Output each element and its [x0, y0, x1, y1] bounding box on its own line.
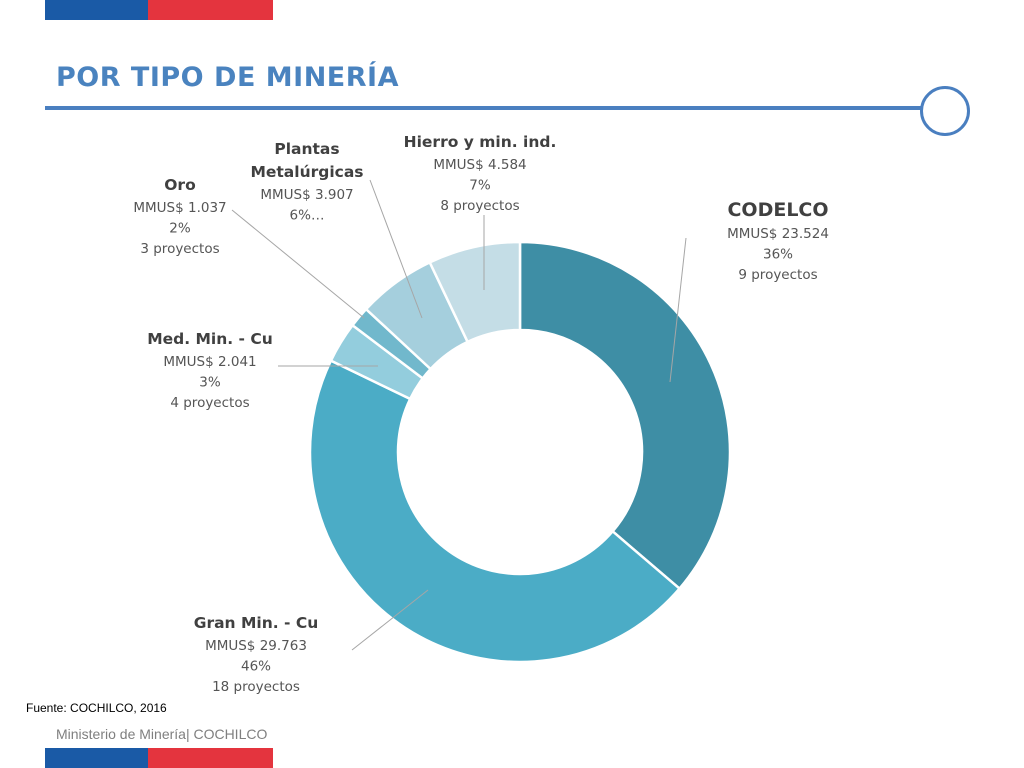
- label-projects-codelco: 9 proyectos: [738, 267, 817, 283]
- page-title: POR TIPO DE MINERÍA: [56, 62, 399, 93]
- label-percent-plantas-metalurgicas: 6%…: [290, 208, 325, 224]
- source-note: Fuente: COCHILCO, 2016: [26, 701, 167, 715]
- leader-oro: [231, 209, 365, 319]
- label-projects-oro: 3 proyectos: [140, 241, 219, 257]
- slice-gran-min-cu: [308, 358, 682, 664]
- slice-hierro-y-min-ind: [428, 240, 522, 344]
- label-leader-lines: [231, 179, 687, 651]
- label-percent-hierro-y-min-ind: 7%: [469, 178, 491, 194]
- flag-bar-top: [45, 0, 273, 20]
- label-value-oro: MMUS$ 1.037: [133, 200, 226, 216]
- title-circle-ornament: [920, 86, 970, 136]
- label-name-plantas-metalurgicas: Metalúrgicas: [250, 163, 363, 181]
- label-name-codelco: CODELCO: [727, 199, 828, 221]
- label-percent-codelco: 36%: [763, 247, 793, 263]
- label-value-plantas-metalurgicas: MMUS$ 3.907: [260, 187, 353, 203]
- chart-labels: CODELCO MMUS$ 23.524 36% 9 proyectos Gran Mi…: [133, 133, 829, 695]
- title-rule: [45, 106, 921, 110]
- label-value-hierro-y-min-ind: MMUS$ 4.584: [433, 157, 526, 173]
- footer-organization: Ministerio de Minería| COCHILCO: [56, 726, 268, 742]
- label-percent-med-min-cu: 3%: [199, 375, 221, 391]
- slice-codelco: [518, 240, 732, 591]
- label-name-oro: Oro: [164, 176, 195, 194]
- label-name-gran-min-cu: Gran Min. - Cu: [194, 614, 319, 632]
- label-value-med-min-cu: MMUS$ 2.041: [163, 354, 256, 370]
- leader-codelco: [669, 237, 687, 383]
- label-percent-gran-min-cu: 46%: [241, 659, 271, 675]
- label-projects-gran-min-cu: 18 proyectos: [212, 679, 300, 695]
- label-percent-oro: 2%: [169, 221, 191, 237]
- label-name-med-min-cu: Med. Min. - Cu: [147, 330, 273, 348]
- label-value-gran-min-cu: MMUS$ 29.763: [205, 638, 307, 654]
- leader-gran-min-cu: [351, 589, 429, 651]
- label-name-hierro-y-min-ind: Hierro y min. ind.: [404, 133, 557, 151]
- label-projects-med-min-cu: 4 proyectos: [170, 395, 249, 411]
- flag-bar-bottom: [45, 748, 273, 768]
- label-value-codelco: MMUS$ 23.524: [727, 226, 829, 242]
- leader-plantas-metalurgicas: [369, 179, 423, 319]
- label-name-plantas-metalurgicas: Plantas: [274, 140, 339, 158]
- chart-slices: [308, 240, 732, 664]
- label-projects-hierro-y-min-ind: 8 proyectos: [440, 198, 519, 214]
- donut-chart: CODELCO MMUS$ 23.524 36% 9 proyectos Gran Mi…: [133, 133, 829, 695]
